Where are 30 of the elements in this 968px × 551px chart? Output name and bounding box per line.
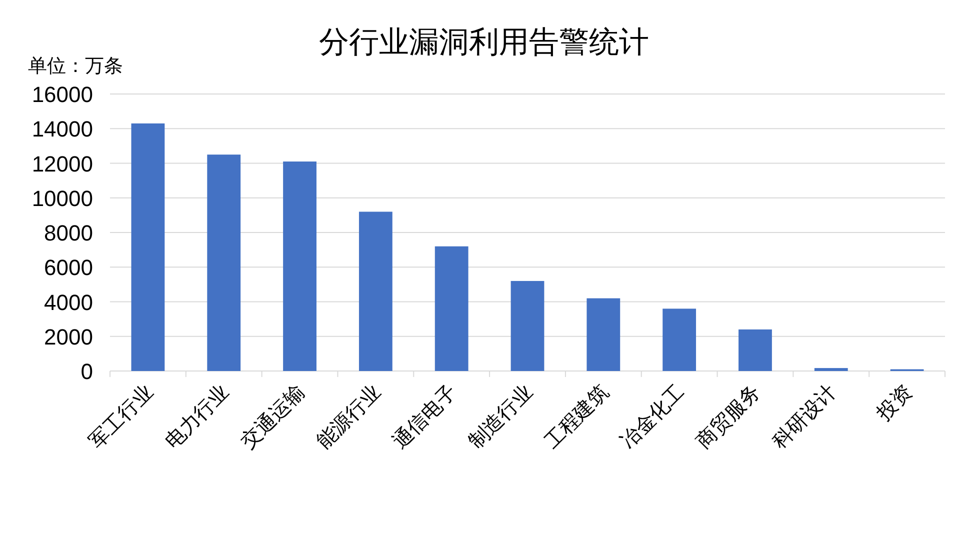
x-tick-label: 通信电子 [389,380,462,454]
bar [207,154,241,371]
x-tick-label: 制造行业 [464,380,538,454]
x-tick-label: 工程建筑 [540,380,613,454]
x-tick-label: 交通运输 [237,380,310,454]
x-tick-label: 冶金化工 [616,380,689,454]
bar [814,368,848,371]
bar [434,246,468,371]
bar [358,212,392,371]
bar [662,308,696,371]
y-tick-label: 16000 [32,82,93,107]
x-tick-label: 电力行业 [161,380,234,454]
y-tick-label: 14000 [32,116,93,142]
y-axis-title: 单位：万条 [28,56,123,77]
bar [586,298,620,371]
bar [510,280,544,371]
y-tick-label: 4000 [44,290,93,315]
x-tick-label: 商贸服务 [692,380,765,454]
x-tick-label: 能源行业 [313,380,386,454]
y-tick-label: 2000 [44,324,93,350]
chart-title: 分行业漏洞利用告警统计 [319,26,649,59]
y-tick-label: 10000 [32,186,93,211]
y-tick-label: 8000 [44,220,93,246]
x-tick-label: 科研设计 [768,380,841,454]
y-tick-label: 6000 [44,255,93,280]
y-tick-label: 12000 [32,151,93,176]
bar [738,329,772,371]
bar [283,162,316,371]
x-tick-label: 投资 [872,380,917,426]
bar [131,123,165,371]
